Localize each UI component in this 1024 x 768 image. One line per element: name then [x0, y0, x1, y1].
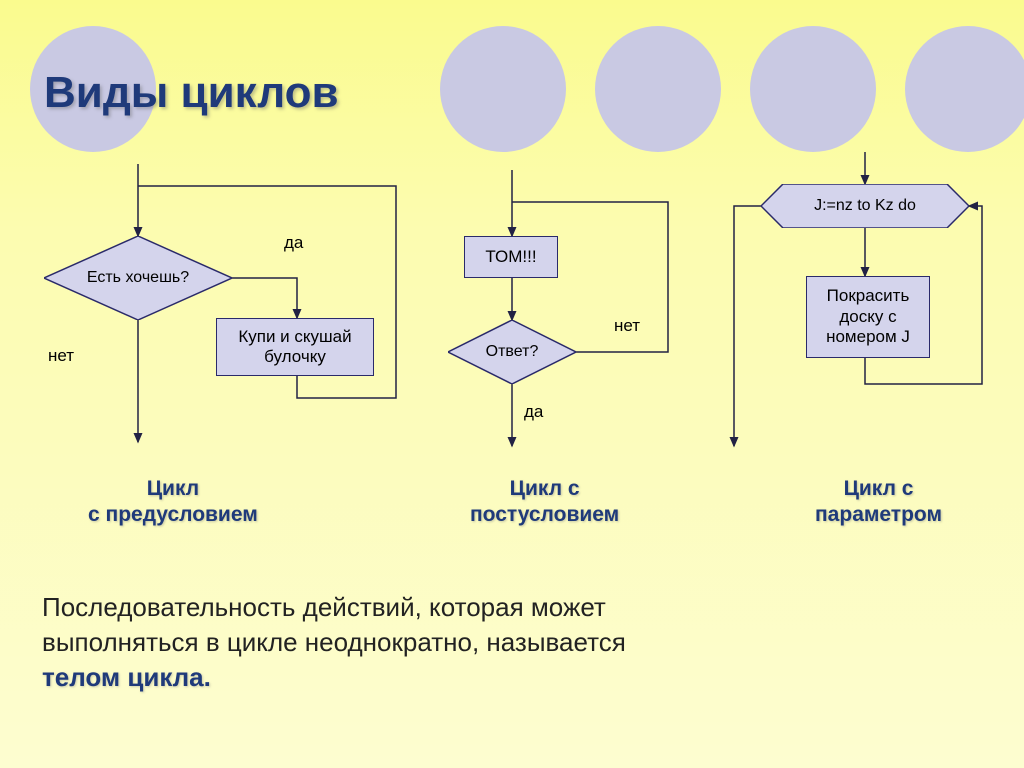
caption-parameter: Цикл с параметром: [815, 476, 942, 529]
action-buy-bun: Купи и скушай булочку: [216, 318, 374, 376]
loop-header-label: J:=nz to Kz do: [761, 184, 969, 228]
definition-line2: выполняться в цикле неоднократно, называ…: [42, 627, 626, 657]
action-tom: ТОМ!!!: [464, 236, 558, 278]
action-buy-bun-label: Купи и скушай булочку: [238, 327, 351, 368]
edge-no-2: нет: [614, 316, 640, 336]
definition-highlight: телом цикла.: [42, 662, 211, 692]
caption-precondition: Цикл с предусловием: [88, 476, 258, 529]
edge-yes-2: да: [524, 402, 543, 422]
action-tom-label: ТОМ!!!: [485, 247, 536, 267]
decision-answer-label: Ответ?: [448, 320, 576, 384]
loop-header: J:=nz to Kz do: [761, 184, 969, 228]
edge-no-1: нет: [48, 346, 74, 366]
definition-line1: Последовательность действий, которая мож…: [42, 592, 606, 622]
bg-circle: [905, 26, 1024, 152]
decision-hungry-label: Есть хочешь?: [44, 236, 232, 320]
bg-circle: [595, 26, 721, 152]
caption-postcondition: Цикл с постусловием: [470, 476, 619, 529]
bg-circle: [750, 26, 876, 152]
decision-hungry: Есть хочешь?: [44, 236, 232, 320]
bg-circle: [440, 26, 566, 152]
action-paint-label: Покрасить доску с номером J: [826, 286, 910, 347]
action-paint: Покрасить доску с номером J: [806, 276, 930, 358]
edge-yes-1: да: [284, 233, 303, 253]
page-title: Виды циклов: [44, 68, 339, 118]
decision-answer: Ответ?: [448, 320, 576, 384]
definition-text: Последовательность действий, которая мож…: [42, 590, 626, 695]
